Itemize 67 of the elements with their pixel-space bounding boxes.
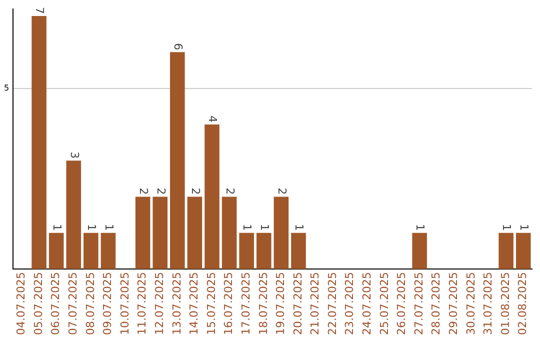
x-tick-label: 31.07.2025 — [482, 272, 495, 336]
x-tick-label: 18.07.2025 — [256, 272, 270, 336]
data-label: 2 — [188, 188, 202, 195]
x-tick-label: 15.07.2025 — [204, 272, 218, 336]
x-tick-label: 24.07.2025 — [360, 272, 374, 336]
data-label: 2 — [223, 188, 236, 195]
bar — [48, 232, 64, 270]
bar — [32, 16, 46, 270]
y-tick-label: 5 — [4, 83, 10, 92]
x-tick-label: 14.07.2025 — [188, 272, 201, 336]
data-label: 1 — [102, 224, 116, 231]
bar — [135, 196, 150, 270]
x-tick-label: 19.07.2025 — [274, 272, 288, 336]
x-tick-label: 07.07.2025 — [66, 272, 80, 336]
x-tick-label: 16.07.2025 — [222, 272, 236, 336]
x-tick-label: 04.07.2025 — [14, 272, 28, 336]
data-label: 1 — [414, 224, 427, 231]
data-label: 1 — [50, 224, 64, 231]
x-tick-label: 22.07.2025 — [326, 272, 339, 336]
bar — [274, 196, 289, 270]
data-label: 2 — [154, 188, 168, 195]
data-label: 1 — [240, 224, 254, 231]
bar — [100, 232, 116, 270]
bar — [222, 196, 237, 270]
x-tick-label: 10.07.2025 — [118, 272, 132, 336]
x-tick-label: 12.07.2025 — [152, 272, 166, 336]
x-tick-label: 13.07.2025 — [170, 272, 184, 336]
x-tick-label: 29.07.2025 — [447, 272, 460, 336]
bar — [412, 232, 427, 270]
x-tick-label: 20.07.2025 — [291, 272, 304, 336]
x-tick-label: 25.07.2025 — [378, 272, 391, 336]
bar — [498, 232, 514, 270]
data-label: 2 — [136, 188, 150, 195]
x-tick-label: 01.08.2025 — [498, 272, 512, 336]
x-tick-label: 11.07.2025 — [136, 272, 149, 336]
x-tick-label: 27.07.2025 — [412, 272, 426, 336]
x-tick-label: 17.07.2025 — [239, 272, 252, 336]
bar — [239, 232, 254, 270]
x-tick-label: 28.07.2025 — [430, 272, 443, 336]
x-tick-label: 23.07.2025 — [343, 272, 356, 336]
x-tick-label: 05.07.2025 — [32, 272, 45, 336]
x-tick-label: 09.07.2025 — [101, 272, 114, 336]
x-tick-label: 08.07.2025 — [84, 272, 97, 336]
data-label: 2 — [275, 188, 288, 195]
x-tick-label: 21.07.2025 — [308, 272, 322, 336]
bar — [152, 196, 168, 270]
bar — [170, 52, 185, 270]
x-tick-label: 06.07.2025 — [49, 272, 62, 336]
data-label: 1 — [500, 224, 514, 231]
bar — [256, 232, 272, 270]
bar — [291, 232, 306, 270]
data-label: 6 — [172, 43, 185, 50]
data-label: 3 — [68, 152, 81, 159]
x-tick-label: 02.08.2025 — [516, 272, 530, 336]
bar — [516, 232, 531, 270]
x-tick-label: 30.07.2025 — [464, 272, 478, 336]
bar — [84, 232, 98, 270]
x-tick-label: 26.07.2025 — [395, 272, 408, 336]
bar — [204, 124, 220, 270]
bar — [187, 196, 202, 270]
data-label: 1 — [85, 224, 98, 231]
data-label: 1 — [292, 224, 306, 231]
data-label: 4 — [206, 115, 220, 122]
data-label: 1 — [258, 224, 272, 231]
bar — [66, 160, 82, 270]
data-label: 1 — [517, 224, 530, 231]
data-label: 7 — [33, 7, 46, 14]
